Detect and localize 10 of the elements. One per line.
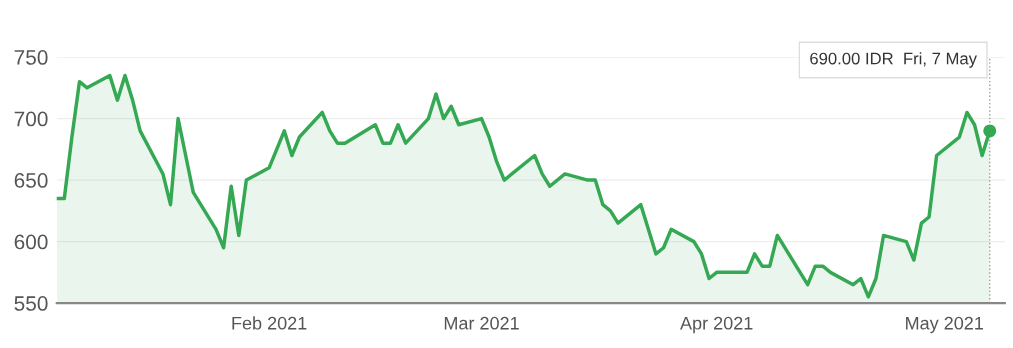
y-tick-label: 700 <box>14 111 48 127</box>
y-tick-label: 550 <box>14 296 48 311</box>
x-tick-label: Apr 2021 <box>680 316 753 334</box>
y-tick-label: 650 <box>14 173 48 188</box>
x-tick-label: Mar 2021 <box>444 316 519 330</box>
y-tick-label: 750 <box>14 50 48 65</box>
x-tick-label: Feb 2021 <box>232 316 307 330</box>
annotation: 690.00 IDR Fri, 7 May <box>810 52 977 68</box>
x-tick-label: May 2021 <box>906 316 983 334</box>
y-tick-label: 600 <box>14 234 48 250</box>
